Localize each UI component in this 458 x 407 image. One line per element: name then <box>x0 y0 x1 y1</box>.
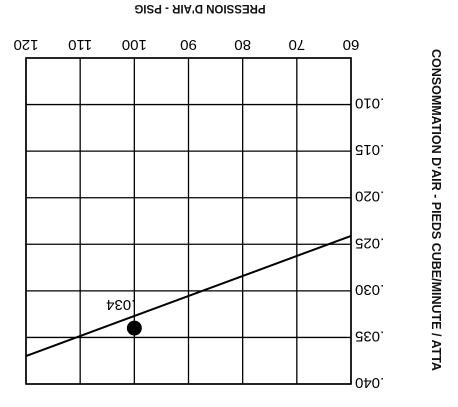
x-tick-label: 100 <box>122 36 147 53</box>
data-point <box>126 320 142 336</box>
x-tick-label: 120 <box>13 36 38 53</box>
y-tick-label: .015 <box>355 141 384 158</box>
x-axis-label-wrap: PRESSION D'AIR - PSIG <box>120 0 280 16</box>
y-tick-label: .010 <box>355 95 384 112</box>
y-tick-label: .035 <box>355 327 384 344</box>
y-axis-label: CONSOMMATION D'AIR - PIEDS CUBE/MINUTE /… <box>429 49 443 371</box>
x-tick-label: 70 <box>288 36 305 53</box>
x-axis-label: PRESSION D'AIR - PSIG <box>134 2 266 14</box>
y-tick-label: .025 <box>355 234 384 251</box>
plot-border <box>25 57 352 385</box>
y-tick-label: .030 <box>355 281 384 298</box>
y-tick-label: .040 <box>355 374 384 391</box>
y-tick-label: .020 <box>355 188 384 205</box>
x-tick-label: 110 <box>68 36 92 53</box>
data-point-label: .034 <box>106 296 135 313</box>
x-tick-label: 60 <box>343 36 360 53</box>
x-tick-label: 90 <box>180 36 197 53</box>
x-tick-label: 80 <box>234 36 251 53</box>
series-line <box>25 234 352 357</box>
